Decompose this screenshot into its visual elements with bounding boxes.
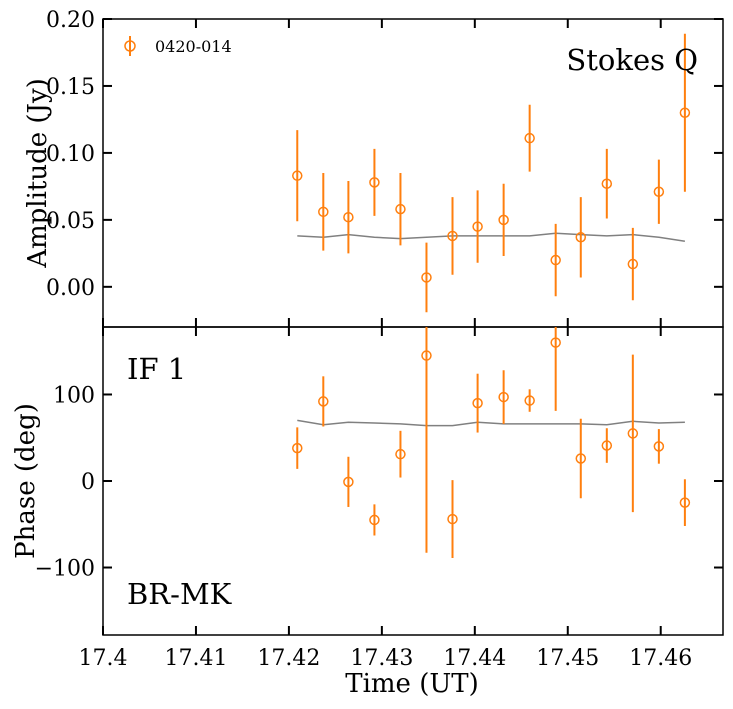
data-point xyxy=(627,428,639,439)
data-point xyxy=(653,186,665,197)
data-point xyxy=(447,513,458,525)
y-tick-label: 0.00 xyxy=(46,276,95,301)
legend-label: 0420-014 xyxy=(155,37,232,56)
bottom-ylabel: Phase (deg) xyxy=(11,403,41,559)
x-tick-label: 17.42 xyxy=(257,646,320,671)
data-point xyxy=(292,170,303,181)
top-annotation-stokes: Stokes Q xyxy=(566,43,698,77)
top-x-ticks xyxy=(102,19,662,327)
data-point xyxy=(292,442,303,454)
top-ylabel: Amplitude (Jy) xyxy=(23,78,53,269)
data-point xyxy=(550,337,561,348)
legend: 0420-014 xyxy=(124,36,232,56)
bottom-y-ticks: −100 0 100 xyxy=(35,383,723,582)
data-point xyxy=(653,441,665,452)
data-point xyxy=(575,232,587,243)
data-point xyxy=(369,177,380,188)
data-point xyxy=(395,448,406,460)
data-point xyxy=(343,476,354,488)
x-tick-label: 17.43 xyxy=(350,646,413,671)
data-point xyxy=(679,497,691,508)
y-tick-label: 0.15 xyxy=(46,75,95,100)
legend-marker xyxy=(124,40,136,52)
data-point xyxy=(679,107,691,118)
data-point xyxy=(343,211,354,223)
data-point xyxy=(318,206,329,218)
data-point xyxy=(421,350,432,361)
data-point xyxy=(524,132,535,144)
data-point xyxy=(498,391,509,403)
bottom-data-points xyxy=(292,327,691,558)
y-tick-label: 0.05 xyxy=(46,209,95,234)
bottom-annotation-baseline: BR-MK xyxy=(127,577,233,611)
data-point xyxy=(627,258,639,270)
data-point xyxy=(498,214,509,226)
data-point xyxy=(524,395,535,406)
top-data-points xyxy=(292,33,691,313)
model-polyline xyxy=(297,232,686,243)
data-point xyxy=(472,397,483,409)
bottom-model-line xyxy=(297,419,685,427)
y-tick-label: 0.10 xyxy=(46,142,95,167)
y-tick-label: 0 xyxy=(81,470,95,495)
data-point xyxy=(369,514,380,526)
x-tick-label: 17.4 xyxy=(79,646,128,671)
y-tick-label: 100 xyxy=(53,383,95,408)
data-point xyxy=(395,203,406,215)
x-tick-label: 17.45 xyxy=(536,646,599,671)
y-tick-label: −100 xyxy=(35,557,95,582)
bottom-xlabel: Time (UT) xyxy=(345,669,479,699)
bottom-x-ticks: 17.4 17.41 17.42 17.43 17.44 17.45 17.46 xyxy=(79,327,692,671)
top-model-line xyxy=(297,232,686,243)
x-tick-label: 17.46 xyxy=(629,646,692,671)
data-point xyxy=(472,221,483,232)
bottom-annotation-if: IF 1 xyxy=(127,352,186,386)
data-point xyxy=(601,178,613,189)
data-point xyxy=(550,254,561,266)
top-panel: 0.00 0.05 0.10 0.15 0.20 Stokes Q 0420-014 A… xyxy=(23,8,724,328)
x-tick-label: 17.44 xyxy=(443,646,506,671)
y-tick-label: 0.20 xyxy=(46,8,95,33)
x-tick-label: 17.41 xyxy=(164,646,227,671)
data-point xyxy=(575,453,587,464)
data-point xyxy=(601,440,613,451)
data-point xyxy=(421,272,432,283)
model-polyline xyxy=(297,419,685,427)
data-point xyxy=(318,396,329,407)
data-point xyxy=(447,230,458,242)
top-y-ticks: 0.00 0.05 0.10 0.15 0.20 xyxy=(46,8,723,301)
